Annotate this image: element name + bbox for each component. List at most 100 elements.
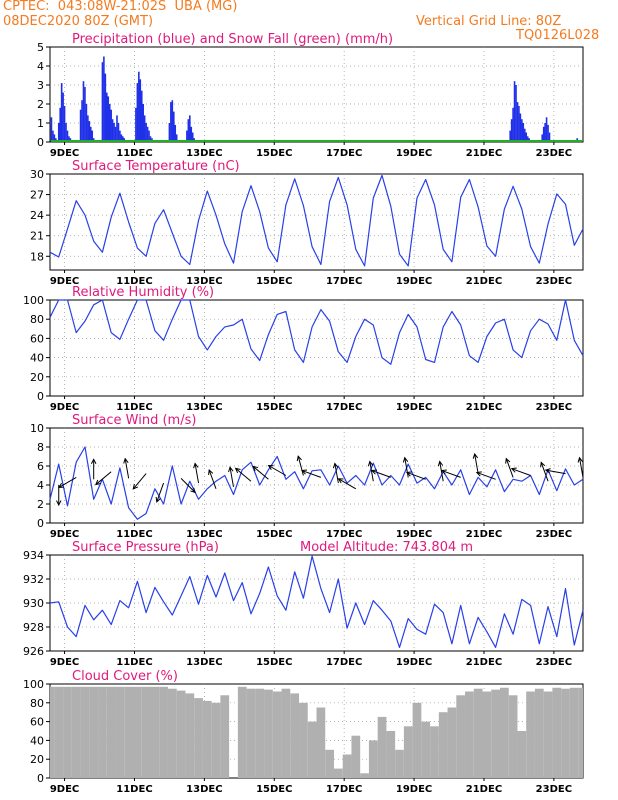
- wind-arrow-head: [510, 467, 517, 473]
- precip-bar: [172, 111, 175, 142]
- x-tick-label: 9DEC: [50, 529, 79, 540]
- wind-arrow: [505, 458, 514, 478]
- precip-bar: [187, 119, 190, 142]
- cloud-bar: [561, 688, 570, 778]
- series-line: [49, 446, 584, 520]
- y-tick-label: 20: [30, 753, 44, 766]
- model-id: TQ0126L028: [516, 28, 600, 43]
- panel-title: Precipitation (blue) and Snow Fall (gree…: [72, 32, 393, 47]
- wind-arrow: [474, 453, 479, 474]
- x-tick-label: 15DEC: [256, 784, 292, 795]
- y-tick-label: 5: [37, 41, 44, 54]
- wind-arrow: [95, 471, 112, 485]
- y-tick-label: 18: [30, 250, 44, 263]
- y-tick-label: 40: [30, 352, 44, 365]
- precip-bar: [63, 105, 66, 142]
- precip-bar: [60, 83, 63, 142]
- wind-arrow-head: [228, 466, 234, 473]
- x-tick-label: 15DEC: [256, 529, 292, 540]
- wind-arrow: [194, 463, 200, 484]
- cloud-bar: [63, 686, 72, 778]
- precip-bar: [521, 119, 523, 142]
- cloud-bar: [316, 707, 326, 778]
- x-tick-label: 23DEC: [536, 657, 572, 668]
- cloud-bar: [176, 690, 186, 778]
- y-tick-label: 0: [37, 517, 44, 530]
- wind-arrow-head: [505, 457, 511, 464]
- wind-arrow-head: [132, 483, 139, 490]
- cloud-bar: [167, 688, 177, 778]
- cloud-bar: [150, 686, 160, 778]
- cloud-bar: [159, 686, 168, 778]
- x-tick-label: 13DEC: [186, 657, 222, 668]
- x-tick-label: 23DEC: [536, 784, 572, 795]
- cloud-bar: [517, 731, 527, 778]
- x-tick-label: 9DEC: [50, 148, 79, 159]
- grid-line-note: Vertical Grid Line: 80Z: [416, 14, 562, 29]
- wind-arrow-head: [402, 456, 409, 463]
- wind-arrow-head: [123, 457, 129, 464]
- series-line: [49, 174, 584, 267]
- precip-bar: [68, 136, 70, 142]
- cloud-bar: [194, 698, 203, 778]
- cloud-bar: [482, 691, 492, 778]
- wind-arrow: [439, 461, 444, 482]
- precip-bar: [91, 130, 94, 142]
- x-tick-label: 23DEC: [536, 276, 572, 287]
- x-tick-label: 17DEC: [326, 148, 362, 159]
- station-header: CPTEC: 043:08W-21:02S UBA (MG): [3, 0, 238, 14]
- wind-arrow: [441, 470, 461, 478]
- y-tick-label: 926: [23, 645, 44, 658]
- cloud-bar: [255, 688, 265, 778]
- y-tick-label: 0: [37, 136, 44, 149]
- precip-bar: [122, 136, 124, 142]
- precip-bar: [138, 71, 140, 142]
- cloud-bar: [473, 688, 483, 778]
- precip-bar: [175, 134, 178, 142]
- x-tick-label: 15DEC: [256, 657, 292, 668]
- precip-bar: [526, 136, 529, 142]
- panel-frame: [49, 173, 584, 271]
- x-tick-label: 17DEC: [326, 657, 362, 668]
- precip-bar: [541, 134, 544, 142]
- cloud-bar: [569, 687, 579, 778]
- panel-frame: [49, 299, 584, 397]
- y-tick-label: 6: [37, 460, 44, 473]
- cloud-bar: [342, 754, 352, 778]
- precip-bar: [84, 86, 86, 142]
- y-tick-label: 27: [30, 189, 44, 202]
- precip-bar: [62, 92, 64, 142]
- wind-arrow: [371, 470, 391, 478]
- precip-bar: [522, 123, 525, 142]
- x-tick-label: 19DEC: [396, 657, 432, 668]
- x-tick-label: 23DEC: [536, 148, 572, 159]
- wind-arrow: [180, 477, 196, 493]
- precip-bar: [170, 102, 172, 142]
- precip-bar: [171, 100, 174, 142]
- x-tick-label: 15DEC: [256, 402, 292, 413]
- precip-bar: [142, 104, 145, 142]
- cloud-bar: [360, 773, 369, 778]
- precip-bar: [50, 117, 53, 142]
- precip-bar: [513, 81, 516, 142]
- x-tick-label: 11DEC: [116, 529, 152, 540]
- cloud-bar: [377, 716, 387, 778]
- wind-arrow-head: [367, 460, 374, 467]
- cloud-bar: [368, 740, 378, 778]
- precip-bar: [101, 62, 104, 143]
- x-tick-label: 19DEC: [396, 402, 432, 413]
- y-tick-label: 930: [23, 597, 44, 610]
- precip-bar: [516, 102, 519, 142]
- precip-bar: [189, 115, 191, 142]
- cloud-bar: [202, 700, 212, 778]
- wind-arrow: [476, 471, 496, 480]
- wind-arrow-head: [475, 471, 482, 477]
- precip-bar: [186, 130, 188, 142]
- x-tick-label: 17DEC: [326, 402, 362, 413]
- wind-arrow: [334, 463, 339, 484]
- precip-bar: [89, 126, 92, 142]
- precip-bar: [105, 92, 108, 142]
- precip-bar: [114, 126, 117, 142]
- precip-bar: [111, 119, 114, 142]
- wind-arrow: [297, 456, 304, 476]
